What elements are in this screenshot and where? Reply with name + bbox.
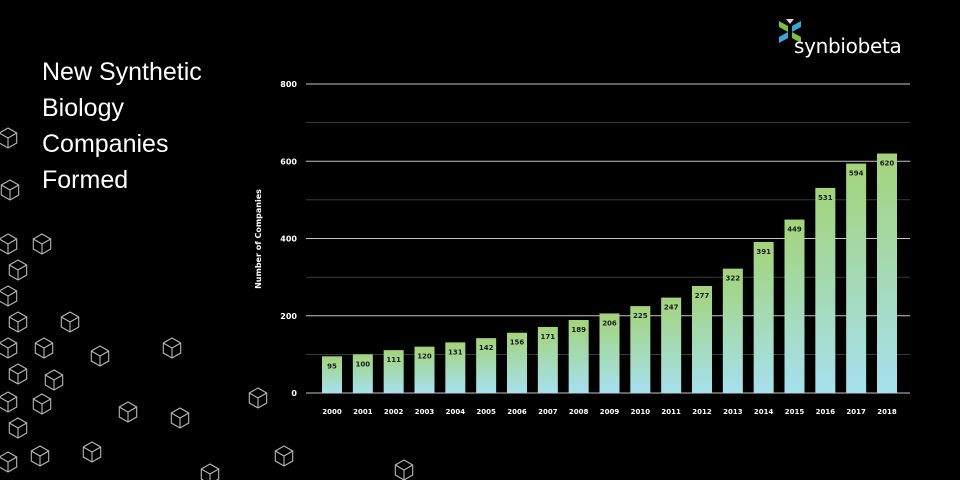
bar-value-label: 111	[386, 356, 401, 364]
bar-value-label: 391	[756, 248, 771, 256]
x-tick-label: 2007	[538, 408, 558, 416]
title-line-3: Companies	[42, 130, 169, 158]
bar-2012	[692, 286, 712, 393]
bar-2001	[352, 354, 373, 393]
bar-2011	[661, 297, 682, 393]
bar-2008	[568, 319, 589, 393]
bar-value-label: 142	[479, 344, 494, 352]
bar-value-label: 95	[327, 362, 337, 370]
x-tick-label: 2010	[631, 408, 651, 416]
bar-value-label: 594	[849, 170, 864, 178]
y-tick-label: 800	[280, 80, 297, 89]
slide-title: New Synthetic Biology Companies Formed	[42, 54, 242, 198]
y-tick-label: 600	[280, 157, 297, 166]
bar-value-label: 206	[602, 319, 617, 327]
logo-text: synbiobeta	[794, 34, 902, 58]
x-tick-label: 2005	[476, 408, 496, 416]
bar-value-label: 620	[880, 160, 895, 168]
title-line-1: New Synthetic	[42, 58, 202, 86]
bar-value-label: 322	[726, 275, 741, 283]
title-line-2: Biology	[42, 94, 124, 122]
x-tick-label: 2000	[322, 408, 342, 416]
bar-2010	[630, 306, 651, 393]
bar-2016	[815, 187, 836, 393]
x-tick-label: 2001	[353, 408, 373, 416]
x-tick-label: 2008	[569, 408, 589, 416]
bar-2004	[445, 342, 466, 393]
x-tick-label: 2012	[692, 408, 712, 416]
bar-value-label: 531	[818, 194, 833, 202]
bar-2009	[599, 313, 620, 393]
bar-value-label: 131	[448, 348, 463, 356]
bar-2007	[537, 326, 558, 393]
synbiobeta-logo-icon	[779, 19, 801, 43]
y-axis-title: Number of Companies	[254, 189, 263, 289]
x-tick-label: 2018	[877, 408, 897, 416]
bar-value-label: 449	[787, 226, 802, 234]
title-line-4: Formed	[42, 166, 129, 194]
x-tick-label: 2013	[723, 408, 743, 416]
bar-value-label: 120	[417, 353, 432, 361]
x-tick-label: 2002	[384, 408, 404, 416]
bar-2013	[722, 268, 743, 393]
bar-2014	[753, 241, 774, 393]
bar-value-label: 189	[571, 326, 586, 334]
x-tick-label: 2006	[507, 408, 527, 416]
bar-2006	[507, 332, 527, 393]
bar-value-label: 100	[356, 360, 371, 368]
y-tick-label: 200	[280, 312, 297, 321]
x-tick-label: 2016	[816, 408, 836, 416]
bar-2015	[784, 219, 805, 393]
synbiobeta-logo: synbiobeta	[776, 18, 916, 62]
bar-2017	[846, 163, 867, 393]
x-tick-label: 2015	[785, 408, 805, 416]
bar-2002	[383, 350, 404, 393]
x-tick-label: 2003	[415, 408, 435, 416]
x-tick-label: 2009	[600, 408, 620, 416]
bar-value-label: 277	[695, 292, 710, 300]
bar-value-label: 247	[664, 304, 679, 312]
bar-value-label: 156	[510, 339, 525, 347]
y-tick-label: 0	[291, 389, 297, 398]
x-tick-label: 2014	[754, 408, 774, 416]
bar-value-label: 171	[541, 333, 556, 341]
bar-2005	[476, 338, 497, 393]
x-tick-label: 2011	[661, 408, 681, 416]
bar-value-label: 225	[633, 312, 648, 320]
bar-2018	[877, 153, 897, 393]
x-tick-label: 2017	[846, 408, 866, 416]
x-tick-label: 2004	[446, 408, 466, 416]
bar-2000	[322, 356, 342, 393]
bar-2003	[414, 346, 435, 393]
y-tick-label: 400	[280, 235, 297, 244]
